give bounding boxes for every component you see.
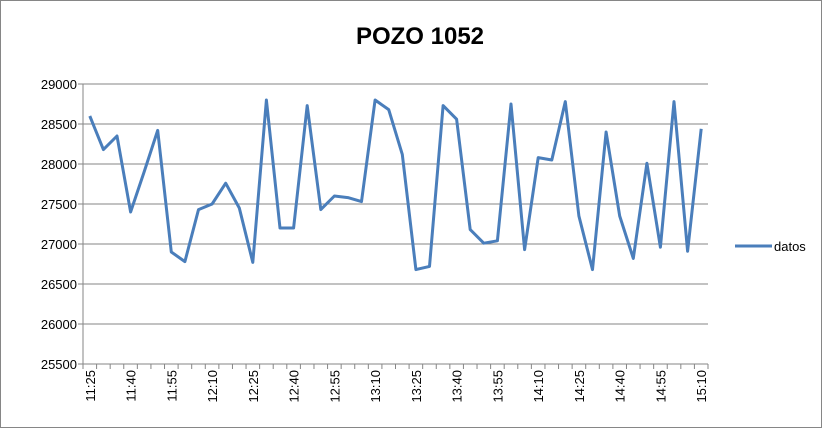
x-tick-label: 13:25: [409, 370, 424, 403]
legend-label: datos: [774, 239, 806, 254]
x-tick-label: 11:55: [164, 370, 179, 402]
y-tick-label: 26500: [41, 277, 77, 292]
x-tick-label: 14:40: [613, 370, 628, 403]
y-tick-label: 26000: [41, 317, 77, 332]
x-tick-label: 13:40: [450, 370, 465, 403]
x-tick-label: 11:25: [83, 370, 98, 402]
x-tick-label: 13:55: [490, 370, 505, 403]
y-tick-label: 25500: [41, 357, 77, 372]
x-tick-label: 12:40: [287, 370, 302, 403]
x-tick-label: 13:10: [368, 370, 383, 403]
y-tick-label: 27500: [41, 197, 77, 212]
x-tick-label: 11:40: [124, 370, 139, 402]
x-tick-label: 14:25: [572, 370, 587, 403]
x-tick-label: 12:55: [327, 370, 342, 403]
x-tick-label: 12:25: [246, 370, 261, 403]
x-tick-label: 15:10: [694, 370, 709, 403]
data-line: [88, 98, 703, 272]
y-tick-label: 29000: [41, 77, 77, 92]
y-tick-label: 28000: [41, 157, 77, 172]
x-tick-label: 14:55: [653, 370, 668, 403]
x-tick-label: 14:10: [531, 370, 546, 403]
chart-title: POZO 1052: [356, 23, 484, 50]
y-tick-label: 28500: [41, 117, 77, 132]
x-tick-label: 12:10: [205, 370, 220, 403]
y-tick-label: 27000: [41, 237, 77, 252]
